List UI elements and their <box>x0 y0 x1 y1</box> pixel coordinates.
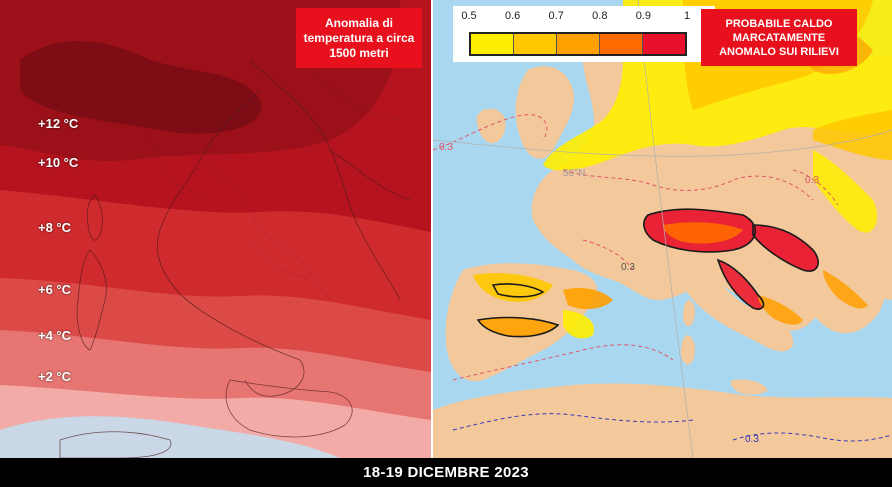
legend-swatch-1 <box>471 34 514 54</box>
land-corsica <box>683 300 696 327</box>
land-uk <box>515 66 574 159</box>
land-ireland <box>476 108 506 144</box>
latitude-label-50n: 50°N <box>563 168 586 179</box>
contour-label: 0.3 <box>621 262 635 273</box>
isotherm-label-8: +8 °C <box>38 220 72 235</box>
heat-title: PROBABILE CALDO MARCATAMENTE ANOMALO SUI… <box>719 17 839 58</box>
land-italy <box>663 245 794 352</box>
legend-tick-1: 0.6 <box>504 10 521 22</box>
legend-color-bar <box>469 32 687 56</box>
dashed-contours-red <box>433 114 839 381</box>
legend-tick-4: 0.9 <box>635 10 652 22</box>
band-level-12 <box>20 41 262 134</box>
legend-tick-2: 0.7 <box>548 10 564 22</box>
band-negative <box>0 416 340 458</box>
isotherm-label-10: +10 °C <box>38 155 79 170</box>
isotherm-label-2: +2 °C <box>38 369 72 384</box>
land-north-africa <box>433 383 892 458</box>
legend-swatch-3 <box>557 34 600 54</box>
high-probability-outlines <box>476 208 819 338</box>
legend-tick-3: 0.8 <box>592 10 608 22</box>
land-sardinia <box>680 335 696 365</box>
land-sicily <box>730 379 768 395</box>
dashed-contours-blue <box>452 413 892 442</box>
isotherm-label-6: +6 °C <box>38 282 72 297</box>
probability-legend: 0.5 0.6 0.7 0.8 0.9 1 <box>453 6 715 62</box>
legend-swatch-2 <box>514 34 557 54</box>
legend-swatch-5 <box>643 34 685 54</box>
panel-divider <box>431 0 433 458</box>
legend-tick-0: 0.5 <box>461 10 477 22</box>
legend-swatch-4 <box>600 34 643 54</box>
temperature-anomaly-map: Anomalia di temperatura a circa 1500 met… <box>0 0 431 458</box>
contour-label: 0.3 <box>805 175 819 186</box>
forecast-date: 18-19 DICEMBRE 2023 <box>363 464 529 481</box>
anomaly-title-box: Anomalia di temperatura a circa 1500 met… <box>296 8 422 68</box>
legend-tick-5: 1 <box>683 10 691 22</box>
contour-label: 0.3 <box>745 434 759 445</box>
isotherm-label-12: +12 °C <box>38 116 79 131</box>
anomaly-map-canvas <box>0 0 431 458</box>
isotherm-label-4: +4 °C <box>38 328 72 343</box>
heat-probability-map: 0.5 0.6 0.7 0.8 0.9 1 PROBABILE CALDO MA… <box>433 0 892 458</box>
anomaly-title: Anomalia di temperatura a circa 1500 met… <box>303 15 415 60</box>
date-footer: 18-19 DICEMBRE 2023 <box>0 458 892 487</box>
contour-label: 0.3 <box>439 142 453 153</box>
coastlines <box>59 59 411 458</box>
heat-title-box: PROBABILE CALDO MARCATAMENTE ANOMALO SUI… <box>701 9 857 66</box>
probability-map-canvas <box>433 0 892 458</box>
